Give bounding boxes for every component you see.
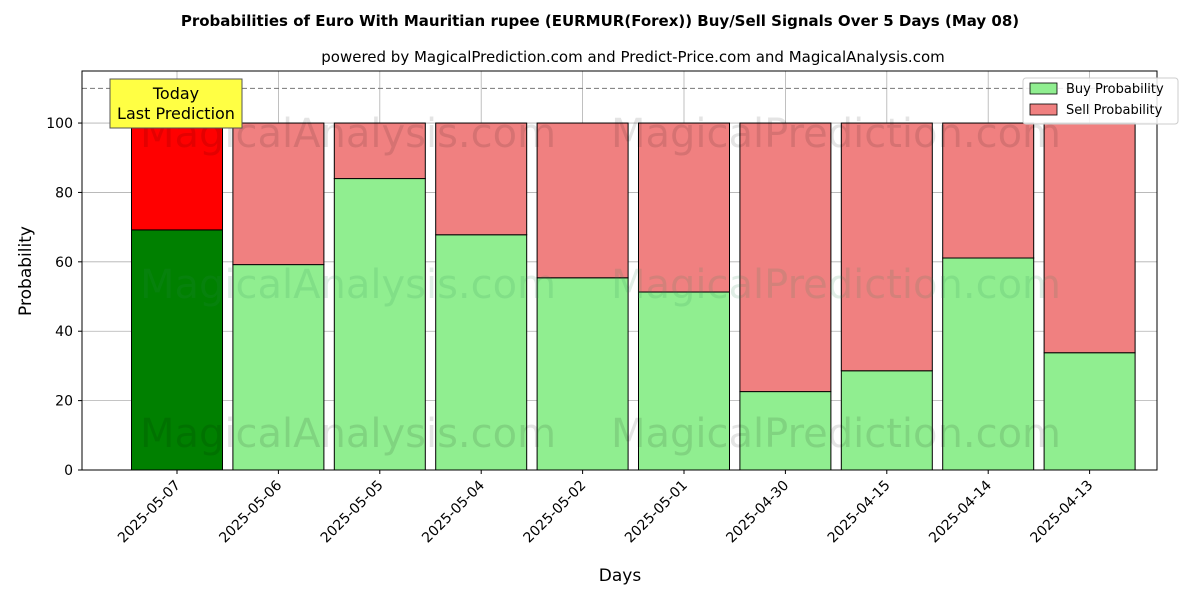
x-tick-label: 2025-05-04	[419, 477, 488, 546]
x-tick-label: 2025-05-06	[216, 477, 285, 546]
buy-bar	[435, 234, 528, 471]
buy-bar	[638, 291, 730, 471]
watermark-text: MagicalAnalysis.com	[140, 411, 556, 457]
buy-bar	[840, 370, 933, 471]
watermark-text: MagicalPrediction.com	[611, 411, 1061, 457]
x-axis-label: Days	[599, 566, 642, 586]
sell-bar	[131, 122, 223, 231]
legend-label: Sell Probability	[1066, 103, 1163, 118]
y-axis-ticks: 0 20 40 60 80 100	[46, 116, 82, 479]
buy-bar	[739, 391, 832, 471]
x-tick-label: 2025-05-05	[318, 478, 387, 547]
plot-frame	[81, 70, 1158, 471]
bars-group	[131, 122, 1136, 471]
watermark-text: MagicalAnalysis.com	[140, 262, 556, 308]
y-axis-label: Probability	[16, 226, 36, 316]
buy-bar	[333, 178, 426, 471]
y-tick-label: 60	[55, 255, 73, 271]
legend-swatch	[1029, 82, 1058, 95]
watermark-text: MagicalPrediction.com	[611, 111, 1061, 157]
annotation-text: Last Prediction	[117, 104, 235, 123]
x-tick-label: 2025-04-30	[723, 478, 792, 547]
x-tick-label: 2025-05-07	[115, 478, 184, 547]
x-tick-label: 2025-04-14	[926, 477, 995, 546]
sell-bar	[840, 122, 933, 372]
watermark-text: MagicalPrediction.com	[611, 262, 1061, 308]
sell-bar	[333, 122, 426, 180]
x-tick-label: 2025-04-13	[1028, 478, 1097, 547]
y-tick-label: 0	[64, 463, 73, 479]
sell-bar	[942, 122, 1035, 259]
chart-subtitle: powered by MagicalPrediction.com and Pre…	[321, 48, 945, 66]
legend-swatch	[1029, 103, 1058, 116]
legend: Buy Probability Sell Probability	[1022, 77, 1179, 125]
annotation-box	[109, 78, 243, 129]
buy-bar	[131, 229, 223, 471]
sell-bar	[638, 122, 730, 293]
sell-bar	[1043, 122, 1136, 354]
buy-bar	[942, 257, 1035, 471]
y-tick-label: 20	[55, 394, 73, 410]
sell-bar	[232, 122, 325, 266]
annotation-text: Today	[152, 84, 199, 103]
sell-bar	[435, 122, 528, 236]
x-tick-label: 2025-05-02	[521, 478, 590, 547]
chart-title: Probabilities of Euro With Mauritian rup…	[181, 12, 1019, 30]
x-axis-ticks: 2025-05-07 2025-05-06 2025-05-05 2025-05-04…	[115, 470, 1096, 546]
buy-bar	[1043, 352, 1136, 471]
y-tick-label: 80	[55, 185, 73, 201]
y-tick-label: 100	[46, 116, 73, 132]
x-tick-label: 2025-04-15	[825, 478, 894, 547]
legend-label: Buy Probability	[1066, 82, 1164, 97]
y-tick-label: 40	[55, 324, 73, 340]
x-tick-label: 2025-05-01	[622, 478, 691, 547]
sell-bar	[536, 122, 629, 279]
legend-box	[1022, 77, 1179, 125]
sell-bar	[739, 122, 832, 393]
buy-bar	[536, 277, 629, 471]
